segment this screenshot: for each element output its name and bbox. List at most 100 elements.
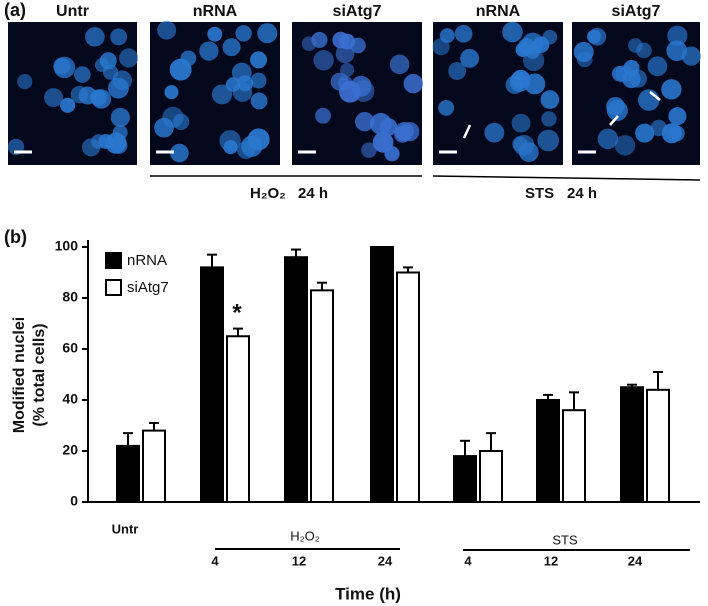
x-tick-label: 24	[378, 553, 393, 568]
nucleus	[505, 75, 524, 94]
nucleus	[119, 48, 139, 68]
nucleus	[207, 26, 223, 42]
nucleus	[219, 130, 241, 152]
nucleus	[315, 107, 332, 124]
nucleus	[576, 51, 593, 68]
bar	[453, 455, 477, 504]
nucleus	[340, 62, 355, 77]
bar	[536, 399, 560, 503]
nucleus	[105, 132, 127, 154]
nucleus	[448, 62, 467, 80]
bar	[284, 256, 308, 504]
nucleus	[335, 44, 355, 64]
treatment-time: 24 h	[567, 185, 597, 202]
x-tick-label: 12	[292, 553, 306, 568]
nucleus	[250, 51, 268, 69]
nucleus	[542, 29, 558, 45]
nucleus	[112, 70, 133, 91]
annotation: *	[232, 300, 242, 327]
y-tick-label: 100	[55, 238, 79, 254]
nucleus	[94, 57, 110, 73]
nucleus	[484, 122, 505, 143]
nucleus	[668, 107, 687, 126]
image-label: nRNA	[476, 3, 521, 20]
nucleus	[460, 48, 480, 68]
nucleus	[355, 112, 375, 132]
bar	[562, 409, 586, 504]
nucleus	[667, 25, 688, 46]
nucleus	[85, 27, 105, 47]
bar	[116, 444, 140, 503]
bar	[646, 388, 670, 503]
y-tick-label: 0	[70, 493, 78, 509]
nucleus	[606, 100, 628, 122]
nucleus	[73, 66, 91, 83]
y-axis-title-line: Modified nuclei	[11, 317, 28, 433]
nucleus	[250, 72, 267, 89]
nucleus	[541, 111, 557, 127]
nucleus	[403, 73, 424, 94]
bracket-line	[432, 175, 701, 181]
bar	[370, 246, 394, 503]
nucleus	[199, 41, 219, 61]
nucleus	[78, 86, 97, 105]
nucleus	[222, 38, 241, 57]
nucleus	[628, 69, 647, 88]
nucleus	[636, 42, 652, 59]
group-label: STS	[552, 532, 578, 547]
nucleus	[369, 112, 392, 135]
y-axis-title: Modified nuclei (% total cells)	[11, 317, 48, 433]
nucleus	[350, 75, 372, 97]
nucleus	[235, 25, 252, 42]
x-axis-title: Time (h)	[335, 584, 401, 603]
y-tick-label: 80	[62, 289, 78, 305]
nucleus	[332, 31, 350, 49]
nucleus	[231, 62, 252, 83]
bar	[620, 386, 644, 503]
arrow	[649, 91, 661, 101]
treatment-time: 24 h	[298, 185, 328, 202]
bar	[142, 429, 166, 504]
nucleus	[511, 113, 531, 133]
nucleus	[537, 129, 560, 152]
bar	[479, 450, 503, 503]
arrow	[462, 124, 472, 139]
nucleus	[44, 88, 64, 107]
nucleus	[60, 97, 76, 113]
nucleus	[110, 107, 130, 128]
treatment-agent: H₂O₂	[250, 185, 286, 202]
y-axis-title-line: (% total cells)	[31, 323, 48, 426]
micrographs	[7, 20, 701, 165]
nucleus	[540, 90, 560, 109]
x-tick-label: Untr	[112, 521, 139, 536]
nucleus	[635, 123, 655, 143]
nucleus	[389, 54, 410, 75]
nucleus	[666, 40, 688, 62]
arrow	[609, 115, 619, 126]
nucleus	[250, 92, 268, 110]
x-tick-label: 4	[211, 553, 219, 568]
nucleus	[53, 57, 71, 75]
x-tick-label: 4	[464, 553, 472, 568]
y-tick-label: 20	[62, 442, 78, 458]
nucleus	[650, 119, 667, 137]
nucleus	[669, 125, 685, 142]
nucleus	[438, 99, 455, 116]
nucleus	[454, 24, 473, 43]
nucleus	[110, 28, 128, 46]
nucleus	[211, 84, 233, 105]
nucleus	[502, 21, 523, 43]
nucleus	[311, 31, 328, 49]
nucleus	[588, 27, 607, 46]
image-label: nRNA	[193, 3, 238, 20]
nucleus	[525, 44, 540, 60]
nucleus	[372, 131, 394, 153]
nucleus	[597, 128, 619, 150]
nucleus	[82, 138, 101, 157]
x-tick-label: 12	[544, 553, 558, 568]
nucleus	[169, 58, 192, 81]
treatment-agent: STS	[525, 185, 554, 202]
nucleus	[157, 20, 177, 40]
nucleus	[519, 142, 539, 163]
